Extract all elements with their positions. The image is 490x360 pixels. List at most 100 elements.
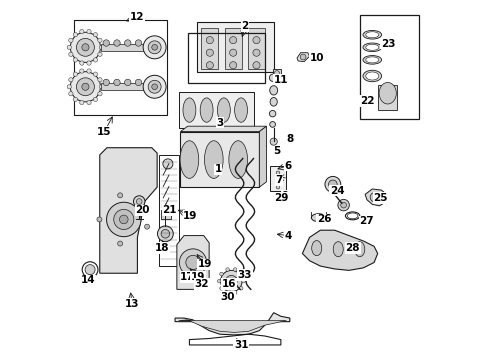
Text: 13: 13	[125, 299, 139, 309]
Text: 23: 23	[381, 39, 396, 49]
Ellipse shape	[124, 40, 131, 46]
Text: 19: 19	[183, 211, 197, 221]
Circle shape	[253, 49, 260, 56]
Circle shape	[152, 44, 157, 50]
Polygon shape	[365, 189, 388, 206]
Ellipse shape	[333, 242, 343, 257]
Circle shape	[300, 54, 306, 60]
Circle shape	[118, 241, 122, 246]
Circle shape	[67, 85, 72, 89]
Bar	[248, 28, 265, 69]
Bar	[161, 211, 171, 220]
Ellipse shape	[146, 40, 152, 46]
Bar	[74, 21, 167, 116]
Circle shape	[276, 178, 280, 182]
Circle shape	[206, 62, 214, 69]
Circle shape	[107, 202, 141, 237]
Circle shape	[73, 72, 77, 76]
Circle shape	[87, 61, 91, 65]
Text: 31: 31	[234, 340, 248, 350]
Circle shape	[276, 171, 280, 175]
Ellipse shape	[235, 98, 247, 122]
Ellipse shape	[270, 122, 275, 127]
Circle shape	[145, 224, 149, 229]
Polygon shape	[100, 148, 157, 273]
Ellipse shape	[124, 79, 131, 86]
Ellipse shape	[270, 74, 276, 81]
Ellipse shape	[135, 79, 142, 86]
Circle shape	[179, 249, 207, 276]
Ellipse shape	[363, 70, 382, 82]
Text: 4: 4	[284, 231, 292, 240]
Ellipse shape	[218, 98, 230, 122]
Bar	[101, 44, 151, 51]
Ellipse shape	[229, 141, 247, 179]
Circle shape	[253, 37, 260, 44]
Circle shape	[143, 75, 166, 98]
Ellipse shape	[363, 43, 382, 51]
Text: 26: 26	[317, 215, 331, 224]
Circle shape	[148, 80, 161, 93]
Circle shape	[71, 32, 100, 62]
Circle shape	[233, 268, 237, 271]
Ellipse shape	[270, 86, 278, 95]
Circle shape	[114, 210, 134, 229]
Circle shape	[76, 39, 95, 56]
Circle shape	[220, 270, 242, 292]
Circle shape	[80, 100, 84, 105]
Circle shape	[98, 91, 102, 96]
Ellipse shape	[270, 111, 276, 117]
Circle shape	[341, 202, 346, 208]
Circle shape	[325, 176, 341, 192]
Circle shape	[85, 265, 95, 275]
Bar	[101, 83, 151, 90]
Circle shape	[206, 49, 214, 56]
Text: 29: 29	[274, 193, 288, 203]
Text: 32: 32	[195, 279, 209, 289]
Text: 18: 18	[154, 243, 169, 253]
Text: 8: 8	[286, 134, 294, 144]
Circle shape	[87, 69, 91, 73]
Circle shape	[67, 45, 72, 49]
Ellipse shape	[366, 44, 379, 50]
Circle shape	[97, 217, 102, 222]
Circle shape	[136, 199, 142, 204]
Circle shape	[143, 36, 166, 59]
Polygon shape	[302, 230, 378, 270]
Circle shape	[230, 49, 237, 56]
Circle shape	[206, 37, 214, 44]
Circle shape	[82, 83, 89, 90]
Circle shape	[233, 291, 237, 294]
Ellipse shape	[180, 141, 199, 179]
Ellipse shape	[146, 79, 152, 86]
Text: 19: 19	[197, 259, 212, 269]
Circle shape	[186, 255, 200, 270]
Text: 19: 19	[191, 272, 205, 282]
Circle shape	[98, 38, 102, 42]
Circle shape	[71, 72, 100, 102]
Circle shape	[99, 45, 104, 49]
Circle shape	[270, 138, 277, 145]
Bar	[196, 22, 274, 72]
Circle shape	[69, 91, 73, 96]
Bar	[224, 28, 242, 69]
Circle shape	[370, 193, 379, 202]
Text: 10: 10	[310, 53, 324, 63]
Circle shape	[229, 279, 234, 284]
Circle shape	[145, 210, 149, 215]
Circle shape	[242, 279, 245, 283]
Text: 17: 17	[180, 272, 195, 282]
Circle shape	[118, 193, 122, 198]
Ellipse shape	[183, 98, 196, 122]
Bar	[179, 92, 254, 128]
Circle shape	[226, 291, 229, 294]
Circle shape	[381, 194, 389, 202]
Circle shape	[73, 32, 77, 37]
Ellipse shape	[103, 79, 109, 86]
Text: 1: 1	[215, 164, 222, 174]
Ellipse shape	[311, 214, 326, 222]
Circle shape	[163, 159, 173, 169]
Ellipse shape	[270, 98, 277, 106]
Circle shape	[80, 69, 84, 73]
Circle shape	[240, 272, 243, 276]
